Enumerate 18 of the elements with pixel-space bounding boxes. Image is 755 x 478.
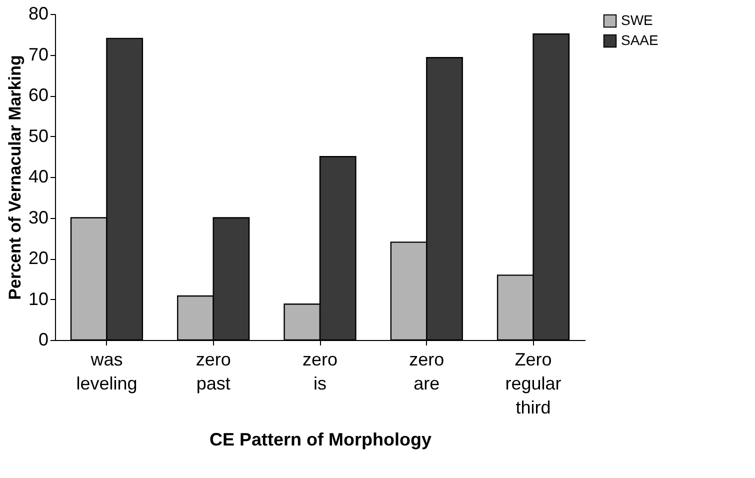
y-tick-label: 60 <box>28 85 48 105</box>
x-tick-label: zero past <box>196 350 231 394</box>
y-tick-label: 20 <box>28 248 48 268</box>
x-tick-label: was leveling <box>76 350 138 394</box>
y-tick-label: 50 <box>28 126 48 146</box>
y-axis-title: Percent of Vernacular Marking <box>5 55 24 300</box>
y-tick-label: 70 <box>28 44 48 64</box>
y-tick-label: 0 <box>38 330 48 350</box>
x-tick-label: zero are <box>409 350 444 394</box>
legend-label: SWE <box>621 12 653 28</box>
x-axis-title: CE Pattern of Morphology <box>210 430 432 450</box>
x-tick-label: Zero regular third <box>505 350 562 418</box>
y-tick-label: 80 <box>28 4 48 24</box>
legend-label: SAAE <box>621 32 658 48</box>
y-tick-label: 40 <box>28 166 48 186</box>
y-tick-label: 10 <box>28 288 48 309</box>
y-tick-label: 30 <box>28 207 48 228</box>
x-tick-label: zero is <box>302 350 338 394</box>
